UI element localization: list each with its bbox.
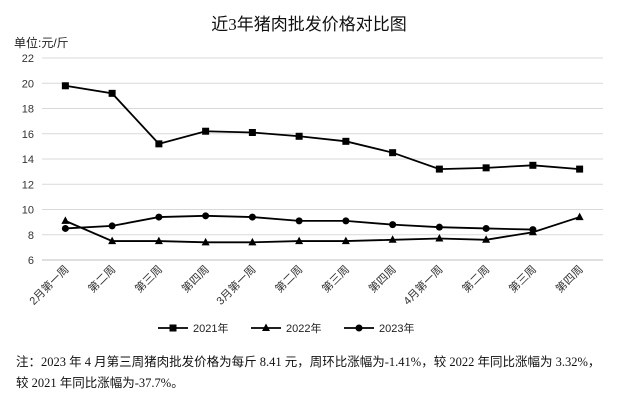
data-point-circle (435, 223, 443, 231)
x-tick-label: 第二周 (85, 262, 118, 295)
legend-marker-circle (355, 324, 363, 332)
legend-label: 2021年 (193, 321, 228, 335)
data-point-square (342, 137, 350, 145)
data-point-circle (155, 213, 163, 221)
data-point-circle (389, 221, 397, 229)
x-tick-label: 2月第一周 (26, 262, 71, 307)
y-tick-label: 22 (22, 53, 34, 65)
legend-label: 2022年 (286, 321, 321, 335)
data-point-square (202, 127, 210, 135)
y-tick-label: 20 (22, 78, 34, 90)
x-tick-label: 第三周 (506, 262, 539, 295)
data-point-square (248, 128, 256, 136)
y-tick-label: 18 (22, 104, 34, 116)
data-point-circle (248, 213, 256, 221)
x-tick-label: 第四周 (366, 262, 399, 295)
data-point-circle (529, 226, 537, 234)
data-point-triangle (201, 237, 210, 246)
data-point-square (576, 165, 584, 173)
data-point-square (61, 82, 69, 90)
data-point-triangle (482, 235, 491, 243)
x-tick-label: 4月第一周 (400, 262, 445, 307)
data-point-triangle (341, 236, 350, 245)
y-axis-unit-label: 单位:元/斤 (14, 36, 69, 50)
y-tick-label: 8 (28, 230, 34, 242)
data-point-square (155, 140, 163, 148)
data-point-triangle (108, 236, 117, 245)
data-point-triangle (154, 236, 163, 245)
y-tick-label: 14 (22, 154, 34, 166)
data-point-triangle (435, 234, 444, 242)
data-point-square (529, 161, 537, 169)
chart-title: 近3年猪肉批发价格对比图 (211, 15, 407, 34)
y-tick-label: 10 (22, 205, 34, 217)
series-line-2 (65, 216, 580, 244)
x-tick-label: 3月第一周 (213, 262, 258, 307)
data-point-square (108, 89, 116, 97)
data-point-circle (202, 212, 210, 220)
y-tick-label: 6 (28, 255, 34, 267)
data-point-square (295, 132, 303, 140)
footnote: 注：2023 年 4 月第三周猪肉批发价格为每斤 8.41 元，周环比涨幅为-1… (16, 355, 601, 390)
data-point-circle (482, 224, 490, 232)
x-tick-label: 第二周 (272, 262, 305, 295)
x-tick-label: 第三周 (319, 262, 352, 295)
legend-marker-triangle (262, 323, 270, 331)
data-point-triangle (61, 216, 70, 224)
data-point-circle (295, 217, 303, 225)
x-tick-label: 第四周 (553, 262, 586, 295)
legend-label: 2023年 (379, 321, 414, 335)
legend-marker-square (169, 324, 177, 332)
x-tick-label: 第二周 (459, 262, 492, 295)
data-point-square (435, 165, 443, 173)
data-point-square (389, 149, 397, 157)
y-tick-label: 12 (22, 179, 34, 191)
x-tick-label: 第四周 (179, 262, 212, 295)
data-point-triangle (575, 212, 584, 221)
data-point-triangle (248, 237, 257, 246)
series-line-1 (65, 84, 580, 171)
y-tick-label: 16 (22, 129, 34, 141)
data-point-circle (342, 217, 350, 225)
data-point-circle (61, 224, 69, 232)
data-point-triangle (295, 236, 304, 245)
data-point-triangle (388, 235, 397, 243)
data-point-circle (108, 222, 116, 230)
x-tick-label: 第三周 (132, 262, 165, 295)
data-point-square (482, 164, 490, 172)
